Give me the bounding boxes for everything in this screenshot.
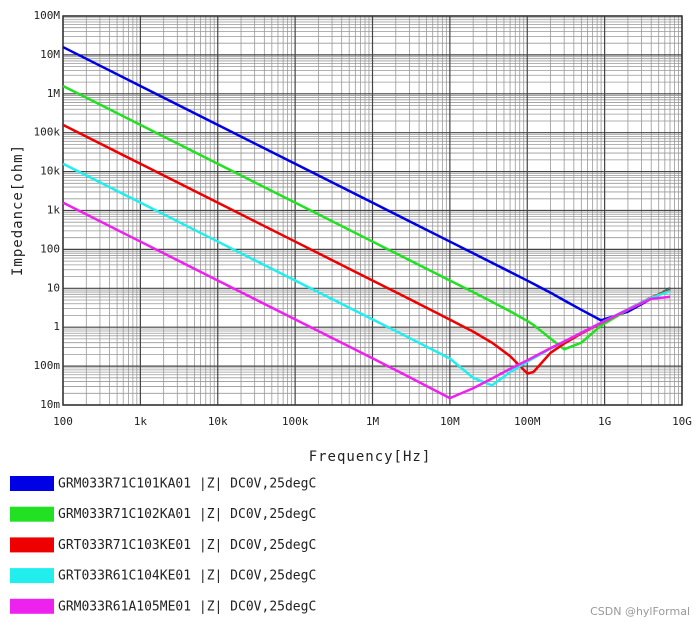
y-tick-label: 10k [40, 165, 60, 178]
y-tick-label: 100 [40, 242, 60, 255]
series-line [62, 201, 671, 400]
x-tick-label: 1k [134, 415, 148, 428]
y-axis-title: Impedance[ohm] [10, 144, 26, 276]
legend-swatch [10, 506, 54, 522]
y-tick-label: 1 [53, 320, 60, 333]
legend-label: GRT033R71C103KE01 |Z| DC0V,25degC [58, 538, 316, 553]
legend-label: GRM033R71C102KA01 |Z| DC0V,25degC [58, 507, 316, 522]
x-tick-label: 1M [366, 415, 380, 428]
x-tick-label: 1G [598, 415, 611, 428]
x-tick-label: 100M [514, 415, 541, 428]
watermark: CSDN @hylFormal [590, 605, 690, 618]
plot-frame [62, 15, 683, 406]
legend-label: GRM033R71C101KA01 |Z| DC0V,25degC [58, 477, 316, 492]
y-tick-label: 10m [40, 398, 60, 411]
legend-label: GRT033R61C104KE01 |Z| DC0V,25degC [58, 569, 316, 584]
y-tick-label: 10M [40, 48, 60, 61]
y-tick-label: 10 [47, 281, 60, 294]
x-axis-title: Frequency[Hz] [309, 449, 432, 465]
x-tick-label: 100 [53, 415, 73, 428]
x-tick-label: 10M [440, 415, 460, 428]
legend-swatch [10, 568, 54, 584]
x-tick-label: 10k [208, 415, 228, 428]
legend-swatch [10, 476, 54, 491]
x-tick-label: 10G [672, 415, 692, 428]
series-line [62, 84, 671, 351]
legend-swatch [10, 598, 54, 614]
series-line [62, 45, 671, 322]
y-tick-label: 1M [47, 87, 61, 100]
legend-swatch [10, 537, 54, 553]
y-tick-label: 1k [47, 204, 61, 217]
y-tick-label: 100M [34, 9, 61, 22]
x-tick-label: 100k [282, 415, 309, 428]
y-tick-label: 100m [34, 359, 61, 372]
legend-label: GRM033R61A105ME01 |Z| DC0V,25degC [58, 599, 316, 614]
y-tick-label: 100k [34, 126, 61, 139]
